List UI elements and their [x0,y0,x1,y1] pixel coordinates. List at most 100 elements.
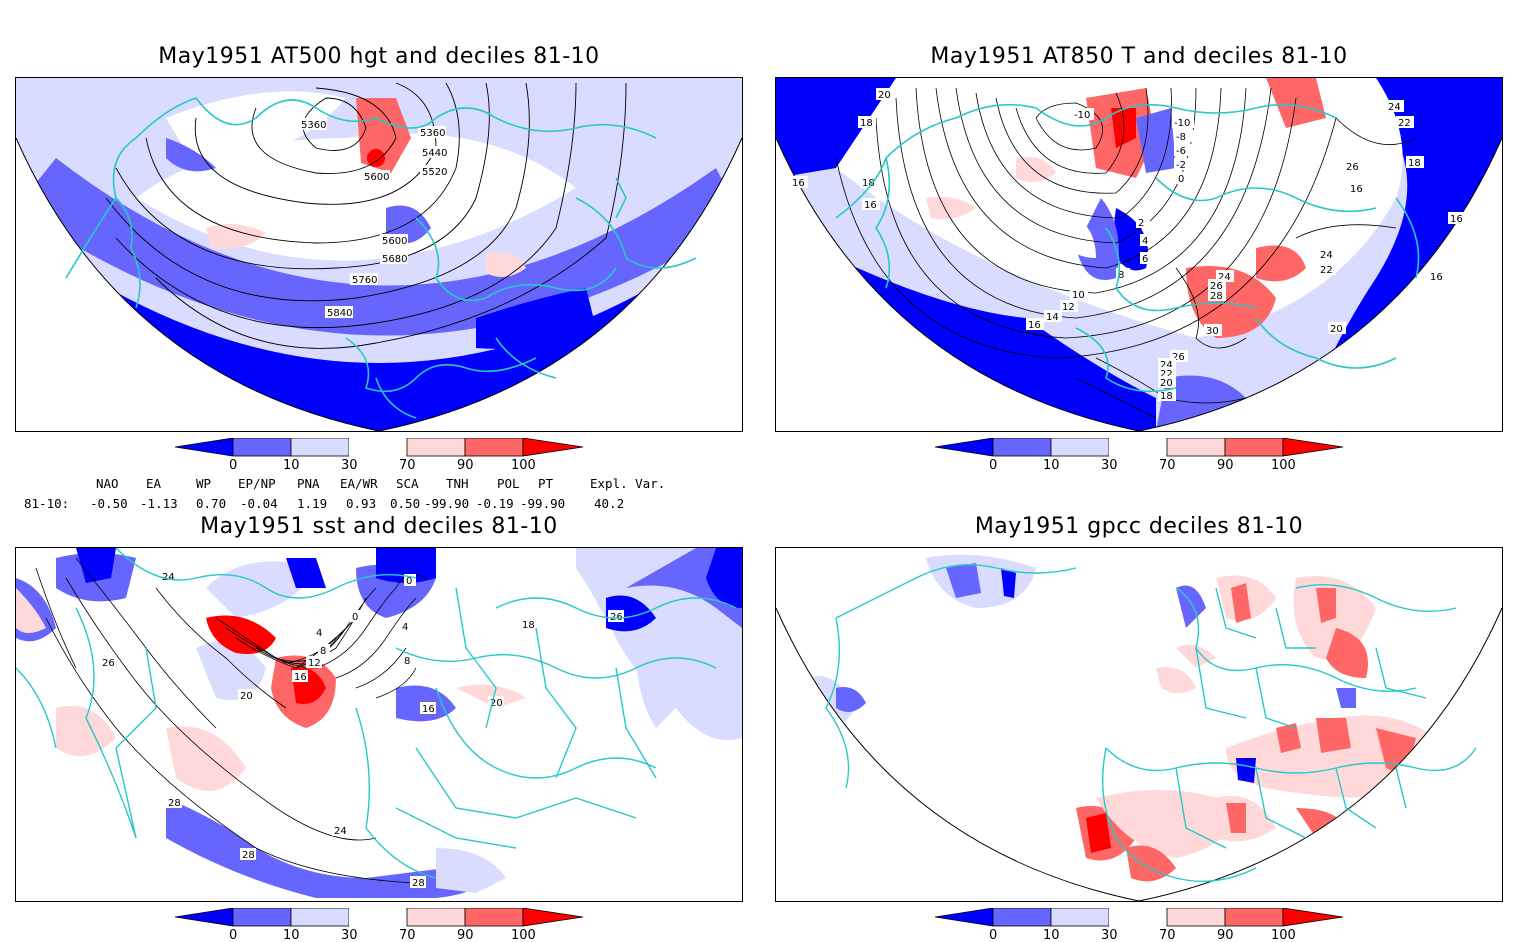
contour-label: 18 [1408,158,1421,169]
contour-label: 28 [168,798,181,809]
index-value: -99.90 [520,496,566,511]
contour-label: 12 [1062,302,1075,313]
contour-label: 24 [1218,272,1231,283]
contour-label: 28 [242,850,255,861]
contour-label: 24 [1160,360,1173,371]
index-value: -99.90 [424,496,470,511]
contour-label: 18 [1160,391,1173,402]
contour-label: 28 [412,878,425,889]
contour-label: 22 [1320,265,1333,276]
contour-label: -8 [1176,132,1186,143]
colorbar-tick-label: 70 [1159,928,1176,942]
contour-label: 8 [1118,270,1124,281]
contour-label: 24 [162,572,175,583]
colorbar-tick-label: 100 [1271,458,1296,472]
contour-label: 14 [1046,312,1059,323]
panel-title-gpcc: May1951 gpcc deciles 81-10 [974,514,1304,539]
contour-label: 5360 [301,120,326,131]
contour-label: 5600 [364,172,389,183]
contour-label: 22 [1398,118,1411,129]
map-t850: 20 18 18 16 16 -10 -10 -8 -6 -2 0 2 4 6 … [775,77,1503,432]
decile-shading-gpcc [776,548,1502,901]
coastlines [65,97,697,419]
contour-label: 26 [1346,162,1359,173]
colorbar-tick-label: 10 [1043,928,1060,942]
index-value: 1.19 [297,496,328,511]
contour-label: 0 [352,612,358,623]
contour-label: 8 [404,656,410,667]
contour-label: 5600 [382,236,407,247]
contour-label: 10 [1072,290,1085,301]
index-header: NAO [96,476,119,491]
height-contours [105,82,627,349]
colorbar-tick-label: 30 [1101,458,1118,472]
colorbar-tick-label: 100 [1271,928,1296,942]
colorbar-tick-label: 30 [341,458,358,472]
contour-label: -10 [1074,110,1090,121]
contour-labels-hgt500: 5360 5360 5440 5520 5600 5600 5680 5760 … [299,118,448,319]
panel-title-sst: May1951 sst and deciles 81-10 [200,514,558,539]
contour-label: 5440 [422,148,447,159]
index-value: -0.04 [240,496,278,511]
contour-label: 16 [864,200,877,211]
contour-label: 24 [1320,250,1333,261]
contour-label: 5760 [352,275,377,286]
contour-label: 20 [1160,378,1173,389]
index-value: 40.2 [594,496,625,511]
colorbar-tick-label: 10 [283,928,300,942]
coastlines-borders [825,564,1477,882]
colorbar-tick-label: 0 [989,928,997,942]
contour-labels-t850: 20 18 18 16 16 -10 -10 -8 -6 -2 0 2 4 6 … [790,88,1466,402]
index-value: -0.50 [90,496,128,511]
index-header: PNA [297,476,320,491]
colorbar-tick-label: 70 [1159,458,1176,472]
index-header: EA/WR [340,476,378,491]
index-header: Expl. Var. [590,476,666,491]
decile-shading-hgt500 [16,78,742,431]
index-value: 0.70 [196,496,227,511]
contour-label: 6 [1142,254,1148,265]
contour-label: 16 [1350,184,1363,195]
contour-label: 16 [792,178,805,189]
contour-label: -2 [1176,160,1186,171]
map-sst: 24 26 28 20 24 28 28 0 0 4 4 8 8 12 16 1… [15,547,743,902]
colorbar-tick-label: 90 [457,458,474,472]
colorbar-hgt500: 0 10 30 70 90 100 [175,438,584,472]
colorbar-tick-label: 10 [283,458,300,472]
index-value: -0.19 [476,496,514,511]
contour-label: 20 [1330,324,1343,335]
colorbar-tick-label: 70 [399,928,416,942]
colorbar-tick-label: 0 [989,458,997,472]
contour-label: 24 [334,826,347,837]
contour-label: 20 [240,691,253,702]
index-header: EP/NP [238,476,276,491]
contour-label: 5520 [422,167,447,178]
panel-title-t850: May1951 AT850 T and deciles 81-10 [930,44,1348,69]
contour-label: 4 [316,628,322,639]
contour-label: 16 [1430,272,1443,283]
contour-label: 28 [1210,291,1223,302]
contour-label: 18 [522,620,535,631]
contour-label: 5680 [382,254,407,265]
contour-label: 16 [1028,320,1041,331]
colorbar-tick-label: 90 [457,928,474,942]
index-header: EA [146,476,162,491]
contour-label: 20 [878,90,891,101]
contour-label: 4 [1142,236,1148,247]
contour-label: 8 [320,646,326,657]
decile-shading-sst [16,548,742,901]
colorbar-tick-label: 30 [341,928,358,942]
colorbar-gpcc: 0 10 30 70 90 100 [935,908,1344,942]
index-value: -1.13 [140,496,178,511]
coastlines-borders [16,548,737,879]
map-gpcc [775,547,1503,902]
contour-label: 20 [490,698,503,709]
contour-label: 26 [102,658,115,669]
colorbar-tick-label: 0 [229,458,237,472]
contour-label: 12 [308,658,321,669]
colorbar-tick-label: 90 [1217,458,1234,472]
colorbar-tick-label: 90 [1217,928,1234,942]
contour-label: 0 [1178,174,1184,185]
panel-title-hgt500: May1951 AT500 hgt and deciles 81-10 [158,44,600,69]
index-header: TNH [446,476,469,491]
